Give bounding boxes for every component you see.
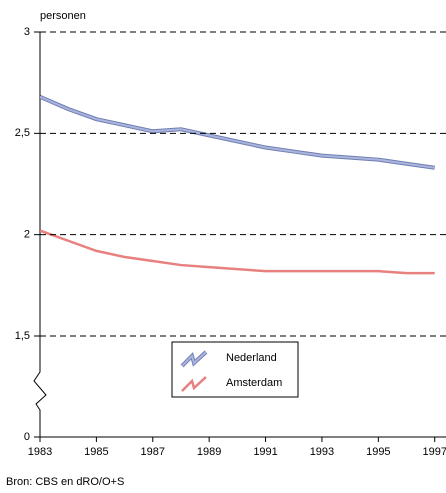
y-tick-label: 2	[24, 229, 30, 241]
x-tick-label: 1989	[197, 446, 221, 458]
y-tick-label: 1,5	[15, 330, 30, 342]
x-tick-label: 1987	[141, 446, 165, 458]
series-line	[40, 229, 435, 275]
legend-swatch	[181, 351, 207, 367]
x-tick-label: 1993	[310, 446, 334, 458]
y-tick-label: 2,5	[15, 127, 30, 139]
source: Bron: CBS en dRO/O+S	[6, 476, 124, 488]
x-tick-label: 1997	[422, 446, 446, 458]
series-line-outline	[40, 95, 436, 170]
legend-swatch	[181, 376, 207, 392]
x-tick-label: 1985	[84, 446, 108, 458]
x-tick-label: 1995	[366, 446, 390, 458]
x-tick-label: 1991	[253, 446, 277, 458]
x-tick-label: 1983	[28, 446, 52, 458]
legend	[171, 341, 299, 398]
legend-label: Nederland	[226, 352, 277, 364]
y-axis	[33, 32, 47, 437]
legend-label: Amsterdam	[226, 377, 282, 389]
y-tick-label: 0	[24, 431, 30, 443]
series-line	[40, 95, 435, 169]
y-tick-label: 3	[24, 26, 30, 38]
y-axis-label: personen	[40, 10, 86, 22]
